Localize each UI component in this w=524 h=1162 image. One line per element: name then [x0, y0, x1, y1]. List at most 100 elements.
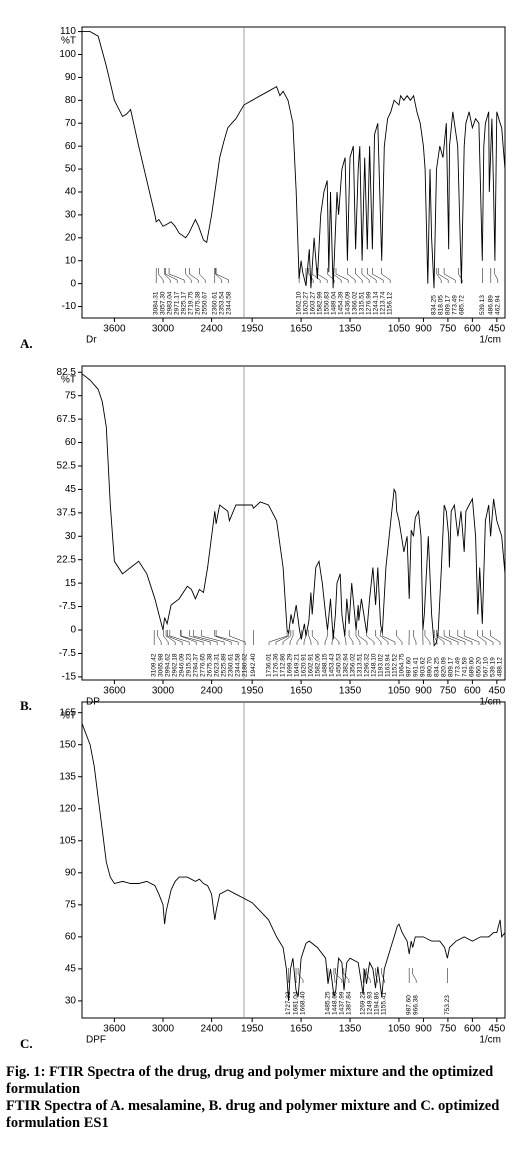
peak-leader	[375, 630, 382, 645]
caption: Fig. 1: FTIR Spectra of the drug, drug a…	[6, 1064, 518, 1132]
peak-label: 488.12	[497, 657, 504, 677]
sample-code: DPF	[86, 1035, 106, 1046]
x-tick-label: 1650	[290, 686, 313, 697]
y-tick-label: 110	[60, 26, 76, 37]
peak-leader	[308, 630, 312, 645]
peak-label: 486.89	[487, 295, 494, 315]
peak-label: 3084.31	[153, 291, 160, 315]
peak-label: 1387.84	[345, 991, 352, 1015]
y-tick-label: 0	[70, 625, 76, 636]
peak-label: 1366.02	[352, 291, 359, 315]
y-tick-label: 90	[65, 867, 77, 878]
y-tick-label: 82.5	[57, 367, 77, 378]
x-tick-label: 2400	[200, 686, 223, 697]
peak-label: 2623.31	[214, 653, 221, 677]
peak-label: 1296.32	[364, 653, 371, 677]
peak-label: 2353.54	[218, 291, 225, 315]
peak-leader	[477, 630, 487, 645]
peak-label: 2360.61	[211, 291, 218, 315]
peak-leader	[361, 268, 370, 283]
plot-frame	[81, 701, 506, 1019]
peak-label: 650.20	[476, 657, 483, 677]
peak-leader	[165, 630, 176, 645]
peak-leader	[308, 268, 314, 283]
peak-label: 1244.14	[373, 291, 380, 315]
y-tick-label: -15	[62, 672, 77, 683]
x-tick-label: 750	[440, 686, 457, 697]
peak-label: 2784.37	[193, 653, 200, 677]
peak-leader	[396, 630, 403, 645]
peak-leader	[436, 630, 445, 645]
peak-leader	[214, 630, 232, 645]
x-axis-label: 1/cm	[479, 335, 501, 346]
x-tick-label: 1650	[290, 324, 313, 335]
x-tick-label: 3000	[152, 686, 175, 697]
peak-leader	[201, 630, 225, 645]
panel-label: A.	[20, 336, 33, 351]
peak-leader	[355, 268, 363, 283]
peak-label: 820.09	[441, 657, 448, 677]
peak-leader	[333, 968, 336, 983]
peak-label: 2946.09	[179, 653, 186, 677]
peak-label: 1620.27	[303, 291, 310, 315]
peak-label: 539.19	[490, 657, 497, 677]
peak-leader	[347, 268, 356, 283]
peak-label: 1313.51	[357, 653, 364, 677]
y-tick-label: 75	[65, 899, 77, 910]
y-tick-label: 70	[65, 118, 77, 129]
peak-leader	[494, 268, 499, 283]
peak-leader	[185, 268, 192, 283]
peak-leader	[457, 630, 473, 645]
peak-label: 834.25	[434, 657, 441, 677]
peak-label: 1726.36	[273, 653, 280, 677]
peak-label: 1248.10	[371, 653, 378, 677]
y-tick-label: 60	[65, 437, 77, 448]
peak-label: 1448.60	[331, 991, 338, 1015]
y-tick-label: 10	[65, 255, 77, 266]
peak-label: 1942.40	[250, 653, 257, 677]
peak-leader	[443, 630, 459, 645]
peak-label: 903.62	[420, 657, 427, 677]
x-tick-label: 1350	[339, 686, 362, 697]
peak-leader	[424, 630, 431, 645]
peak-label: 2550.67	[202, 291, 209, 315]
peak-leader	[163, 630, 169, 645]
x-tick-label: 1050	[388, 1024, 411, 1035]
peak-leader	[158, 268, 164, 283]
peak-label: 1276.99	[366, 291, 373, 315]
y-tick-label: 30	[65, 996, 77, 1007]
peak-label: 1194.86	[374, 992, 381, 1015]
x-tick-label: 1050	[388, 686, 411, 697]
peak-label: 2675.38	[195, 291, 202, 315]
x-tick-label: 3600	[103, 324, 126, 335]
peak-leader	[215, 268, 223, 283]
peak-label: 2983.04	[167, 291, 174, 315]
peak-leader	[268, 630, 288, 645]
peak-label: 689.00	[469, 657, 476, 677]
peak-label: 1193.02	[378, 654, 385, 677]
peak-leader	[412, 968, 417, 983]
peak-leader	[372, 268, 384, 283]
peak-label: 567.10	[483, 657, 490, 677]
y-tick-label: 15	[65, 578, 77, 589]
peak-leader	[463, 630, 480, 645]
peak-leader	[229, 630, 246, 645]
peak-label: 818.05	[438, 295, 445, 315]
y-tick-label: 60	[65, 932, 77, 943]
peak-label: 773.49	[452, 295, 459, 315]
peak-leader	[215, 630, 239, 645]
peak-leader	[381, 968, 385, 983]
x-tick-label: 450	[489, 1024, 506, 1035]
x-tick-label: 2400	[200, 1024, 223, 1035]
sample-code: Dr	[86, 335, 97, 346]
peak-leader	[335, 268, 349, 283]
peak-leader	[367, 268, 377, 283]
y-tick-label: 135	[59, 771, 76, 782]
peak-leader	[296, 630, 302, 645]
peak-leader	[199, 268, 206, 283]
peak-leader	[443, 268, 456, 283]
peak-label: 753.23	[444, 995, 451, 1015]
peak-leader	[482, 630, 494, 645]
x-tick-label: 3000	[152, 324, 175, 335]
